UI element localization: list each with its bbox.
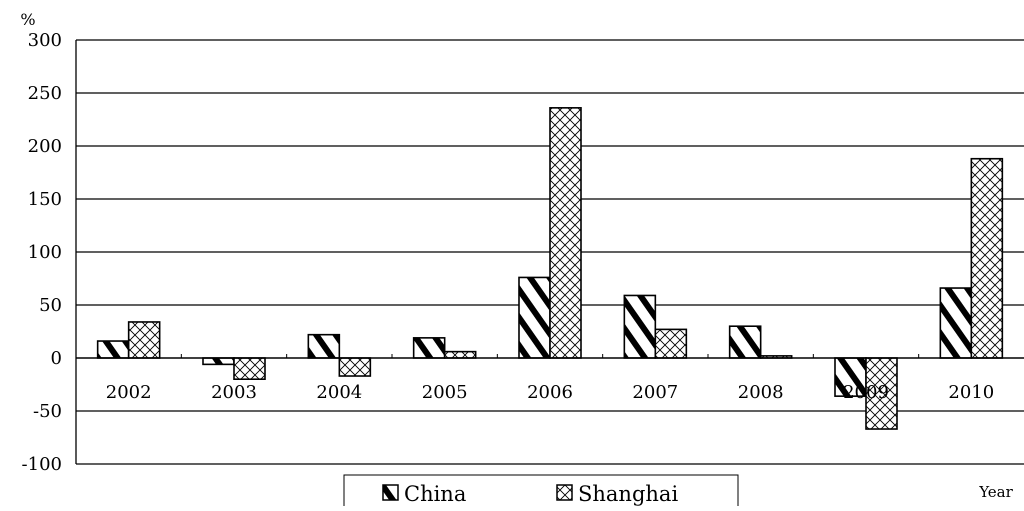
x-axis-label: Year — [978, 483, 1013, 501]
y-tick-label: -50 — [33, 401, 62, 422]
tick-labels: 300 250 200 150 100 50 0 -50 -100 2002 2003 2004 200… — [22, 30, 995, 475]
bar-shanghai-2003 — [233, 357, 266, 381]
bar-china-2006 — [518, 276, 551, 359]
y-tick-label: 250 — [28, 83, 62, 104]
x-tick-label: 2002 — [106, 382, 152, 403]
bar-china-2008 — [728, 325, 762, 359]
y-tick-label: 100 — [28, 242, 62, 263]
legend: China Shanghai — [343, 474, 739, 511]
bars — [96, 107, 1004, 430]
y-tick-label: 50 — [39, 295, 62, 316]
axes — [75, 40, 1024, 464]
bar-china-2010 — [939, 287, 973, 359]
x-tick-label: 2003 — [211, 382, 257, 403]
x-tick-label: 2008 — [738, 382, 784, 403]
x-tick-label: 2010 — [948, 382, 994, 403]
bar-shanghai-2010 — [970, 157, 1004, 359]
x-tick-label: 2009 — [843, 382, 889, 403]
bar-china-2002 — [96, 340, 130, 359]
x-tick-label: 2004 — [316, 382, 362, 403]
x-tick-label: 2006 — [527, 382, 573, 403]
legend-swatch-shanghai — [556, 484, 573, 501]
bar-china-2004 — [307, 333, 341, 359]
bar-china-2003 — [202, 357, 235, 366]
y-tick-label: 150 — [28, 189, 62, 210]
bar-shanghai-2002 — [127, 321, 161, 359]
legend-label-china: China — [404, 482, 466, 506]
y-axis-unit: % — [20, 10, 35, 29]
bar-china-2005 — [412, 337, 446, 359]
x-tick-label: 2007 — [632, 382, 678, 403]
legend-swatch-china — [382, 484, 399, 501]
legend-label-shanghai: Shanghai — [578, 482, 678, 506]
bar-china-2007 — [623, 294, 657, 359]
bar-shanghai-2007 — [654, 328, 688, 359]
bar-shanghai-2004 — [338, 357, 372, 377]
bar-shanghai-2006 — [549, 107, 582, 359]
y-tick-label: -100 — [22, 454, 62, 475]
y-tick-label: 200 — [28, 136, 62, 157]
legend-box — [343, 474, 739, 511]
bar-shanghai-2009 — [865, 357, 898, 430]
x-tick-label: 2005 — [422, 382, 468, 403]
y-tick-label: 0 — [51, 348, 62, 369]
y-tick-label: 300 — [28, 30, 62, 51]
bar-shanghai-2005 — [443, 350, 477, 359]
